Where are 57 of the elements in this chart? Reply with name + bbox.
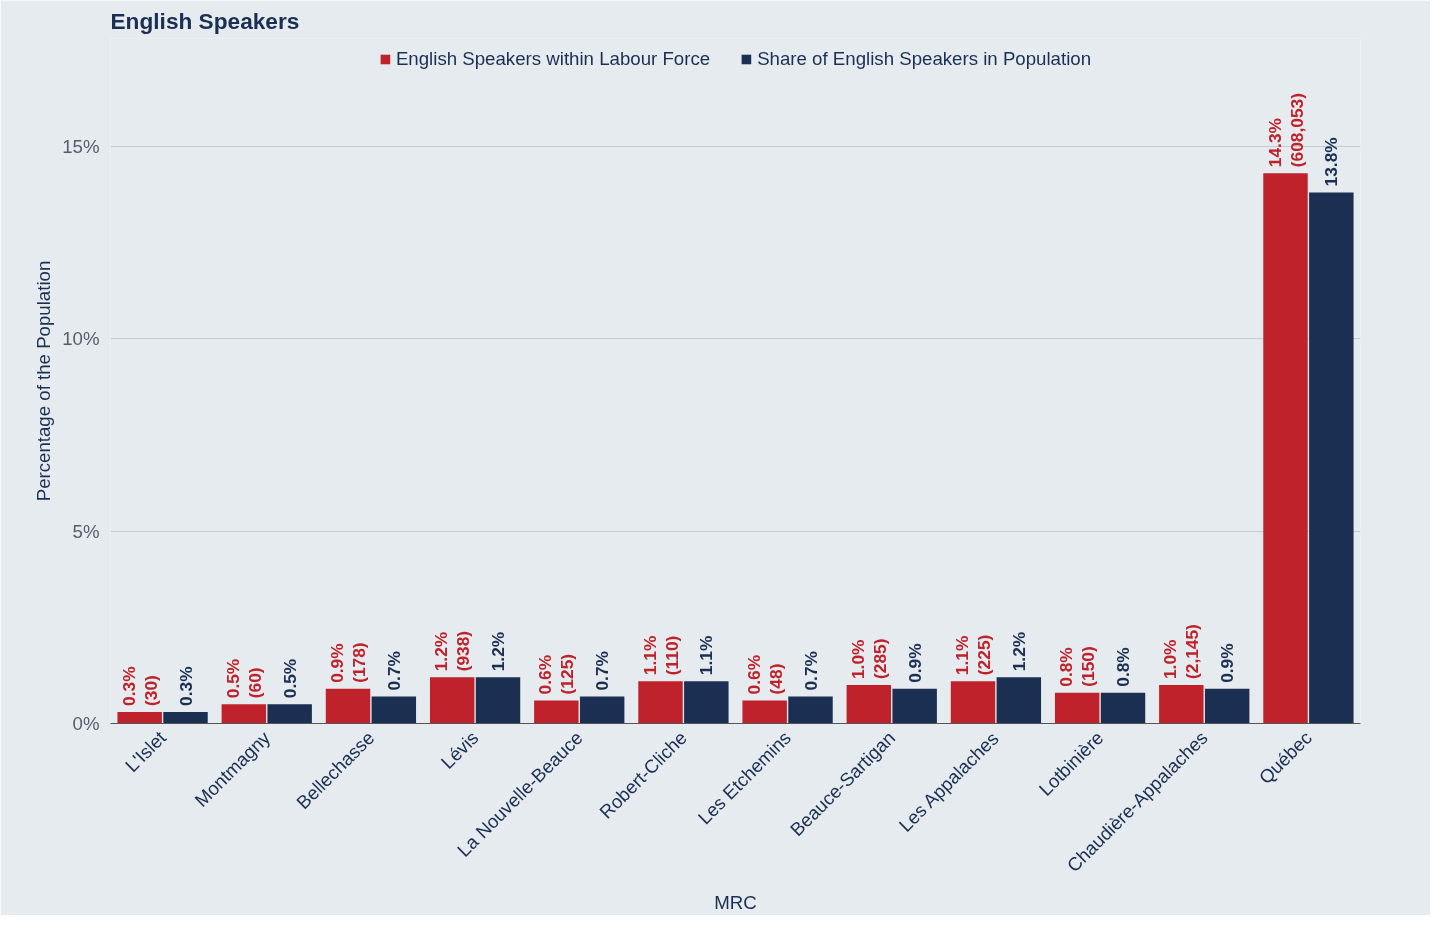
data-label: 13.8%	[1321, 137, 1342, 187]
bar	[846, 685, 892, 724]
data-label: 1.1% (225)	[952, 634, 994, 676]
data-label: 0.3%	[175, 666, 196, 706]
bar	[117, 711, 162, 724]
data-label: 0.9%	[1217, 643, 1238, 683]
y-tick-label: 15%	[62, 135, 100, 157]
data-label: 0.5%	[279, 658, 300, 699]
data-label: 1.0% (2,145)	[1160, 624, 1203, 680]
chart-title: English Speakers	[110, 7, 300, 34]
bar	[638, 681, 683, 724]
data-label: 1.1% (110)	[639, 635, 682, 676]
bar	[1263, 173, 1308, 724]
data-label: 0.5% (60)	[222, 658, 265, 699]
legend-label: English Speakers within Labour Force	[395, 48, 711, 70]
data-label: 0.8% (150)	[1056, 646, 1099, 687]
bar	[163, 711, 208, 724]
bar	[1054, 692, 1100, 724]
bar	[950, 681, 996, 724]
y-tick-label: 10%	[62, 328, 100, 350]
bar	[475, 677, 521, 724]
data-label: 1.1%	[696, 635, 717, 676]
x-axis-title: MRC	[714, 891, 757, 913]
bar	[892, 688, 937, 724]
data-label: 1.2%	[488, 631, 508, 672]
y-tick-label: 5%	[72, 520, 100, 542]
bar	[534, 700, 579, 724]
bar	[1100, 692, 1146, 724]
data-label: 0.6% (48)	[743, 654, 786, 695]
bar	[996, 677, 1042, 724]
data-label: 1.2%	[1008, 631, 1029, 672]
bar	[742, 700, 787, 724]
bar	[1159, 685, 1204, 724]
y-axis-title: Percentage of the Population	[33, 260, 55, 502]
legend-label: Share of English Speakers in Population	[757, 48, 1092, 70]
bar	[371, 696, 417, 724]
bar	[267, 704, 312, 724]
data-label: 0.6% (125)	[535, 653, 578, 695]
bar	[221, 704, 267, 724]
data-label: 0.8%	[1113, 647, 1133, 687]
bar	[579, 696, 625, 724]
data-label: 14.3% (608,053)	[1264, 93, 1307, 168]
data-label: 0.7%	[592, 651, 613, 691]
data-label: 1.0% (285)	[847, 638, 890, 680]
data-label: 0.7%	[800, 651, 821, 691]
data-label: 0.7%	[383, 651, 404, 691]
bar	[1309, 192, 1354, 724]
bar	[788, 696, 833, 724]
data-label: 0.9% (178)	[327, 642, 369, 683]
data-label: 1.2% (938)	[431, 630, 474, 672]
y-tick-label: 0%	[72, 713, 100, 734]
bar	[325, 688, 371, 724]
bar	[429, 677, 475, 724]
data-label: 0.9%	[904, 643, 925, 683]
data-label: 0.3% (30)	[118, 666, 161, 706]
bar	[684, 681, 729, 724]
bar	[1204, 688, 1250, 724]
